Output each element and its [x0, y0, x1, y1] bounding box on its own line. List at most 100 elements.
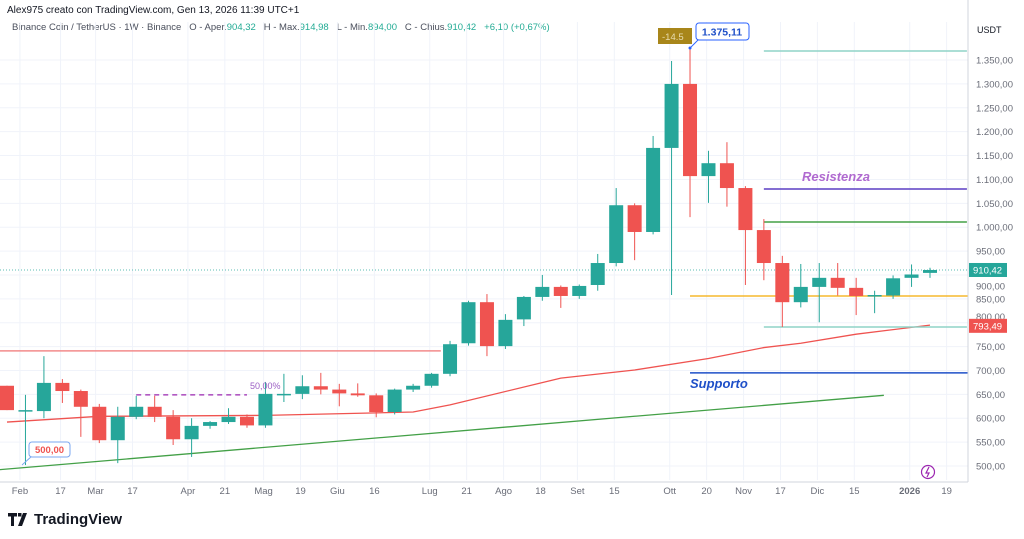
- x-tick-label: Lug: [422, 486, 438, 497]
- y-tick-label: 1.150,00: [976, 151, 1013, 162]
- candle-up: [184, 425, 199, 440]
- x-tick-label: Ago: [495, 486, 512, 497]
- tradingview-logo: TradingView: [8, 511, 122, 528]
- candle-down: [719, 163, 734, 189]
- y-tick-label: 1.300,00: [976, 79, 1013, 90]
- candle-up: [664, 83, 679, 148]
- y-tick-label: 1.350,00: [976, 56, 1013, 67]
- change-value: +6,10 (+0,67%): [484, 22, 550, 33]
- candle-down: [756, 230, 771, 264]
- drop-callout-text: -14.5: [662, 32, 684, 43]
- candle-down: [683, 83, 698, 177]
- x-tick-label: Giu: [330, 486, 345, 497]
- candle-up: [258, 393, 273, 426]
- y-tick-label: 1.200,00: [976, 127, 1013, 138]
- candle-up: [812, 277, 827, 287]
- x-tick-label: Set: [570, 486, 585, 497]
- annotations: 50,00% Resistenza Supporto -14.5 1.375,11 500…: [21, 22, 936, 480]
- candle-up: [867, 295, 882, 297]
- last-price-badge: [969, 262, 1007, 277]
- ma-price-badge: [969, 318, 1007, 333]
- x-tick-label: 17: [55, 486, 66, 497]
- open-label: O - Aper.: [189, 22, 227, 33]
- y-tick-label: 650,00: [976, 390, 1005, 401]
- candle-up: [904, 274, 919, 278]
- candle-down: [849, 287, 864, 296]
- candle-up: [701, 163, 716, 177]
- candle-up: [36, 382, 51, 412]
- x-tick-label: 17: [127, 486, 138, 497]
- x-tick-label: Mag: [254, 486, 272, 497]
- candle-down: [479, 302, 494, 347]
- candle-up: [18, 410, 33, 412]
- low-callout-pointer: [21, 455, 33, 466]
- candle-up: [424, 373, 439, 386]
- high-value: 914,98: [299, 22, 329, 33]
- low-callout-text: 500,00: [35, 445, 64, 456]
- x-tick-label: Nov: [735, 486, 752, 497]
- candle-down: [738, 188, 753, 231]
- x-tick-label: 18: [535, 486, 546, 497]
- symbol-name[interactable]: Binance Coin / TetherUS · 1W · Binance: [12, 22, 182, 33]
- low-value: 894,00: [367, 22, 397, 33]
- support-label: Supporto: [690, 376, 748, 391]
- x-tick-label: 21: [461, 486, 472, 497]
- y-tick-label: 700,00: [976, 366, 1005, 377]
- low-callout-box: [28, 441, 71, 458]
- x-tick-label: 20: [701, 486, 712, 497]
- close-label: C - Chius.: [404, 22, 448, 33]
- candle-down: [369, 395, 384, 413]
- y-tick-label: 800,00: [976, 312, 1005, 323]
- x-tick-label: Ott: [663, 486, 676, 497]
- y-tick-label: 1.000,00: [976, 223, 1013, 234]
- lightning-icon[interactable]: [920, 464, 936, 480]
- x-tick-label: 2026: [899, 486, 920, 497]
- x-tick-label: 19: [295, 486, 306, 497]
- x-tick-label: Apr: [181, 486, 196, 497]
- y-tick-label: 750,00: [976, 342, 1005, 353]
- y-tick-label: 900,00: [976, 281, 1005, 292]
- x-tick-label: Feb: [12, 486, 28, 497]
- candle-up: [516, 296, 531, 320]
- axes: 500,00 550,00 600,00 650,00 700,00 750,00 800,…: [0, 0, 1013, 497]
- x-tick-label: 17: [775, 486, 786, 497]
- candle-up: [886, 278, 901, 296]
- low-label: L - Min.: [336, 22, 368, 33]
- candle-down: [775, 263, 790, 303]
- brand-name: TradingView: [34, 511, 123, 528]
- candle-up: [221, 416, 236, 423]
- currency-label: USDT: [977, 25, 1002, 35]
- x-tick-label: 19: [941, 486, 952, 497]
- candle-down: [73, 391, 88, 407]
- candle-down: [147, 406, 162, 417]
- candle-up: [609, 205, 624, 264]
- x-tick-label: 15: [609, 486, 620, 497]
- grid: [0, 22, 968, 480]
- candle-up: [923, 269, 937, 273]
- y-tick-label: 1.100,00: [976, 175, 1013, 186]
- y-tick-label: 600,00: [976, 414, 1005, 425]
- y-tick-label: 550,00: [976, 438, 1005, 449]
- candle-up: [443, 344, 458, 374]
- x-tick-label: 15: [849, 486, 860, 497]
- candle-down: [350, 393, 365, 396]
- candle-down: [627, 205, 642, 232]
- candle-down: [313, 386, 328, 390]
- high-callout-text: 1.375,11: [702, 27, 742, 39]
- candle-down: [0, 385, 14, 411]
- symbol-legend: Binance Coin / TetherUS · 1W · Binance O…: [12, 22, 550, 33]
- candle-up: [295, 386, 310, 394]
- fib-50-label: 50,00%: [250, 381, 281, 391]
- moving-average-line: [6, 324, 931, 423]
- candle-down: [166, 416, 181, 440]
- drop-callout-box: [658, 28, 692, 44]
- candle-up: [572, 285, 587, 296]
- high-label: H - Max.: [263, 22, 300, 33]
- x-tick-label: Mar: [87, 486, 103, 497]
- candle-up: [387, 389, 402, 413]
- high-callout-box: [695, 22, 750, 41]
- candles: [0, 48, 937, 466]
- candle-up: [793, 286, 808, 303]
- high-callout-dot: [688, 46, 692, 50]
